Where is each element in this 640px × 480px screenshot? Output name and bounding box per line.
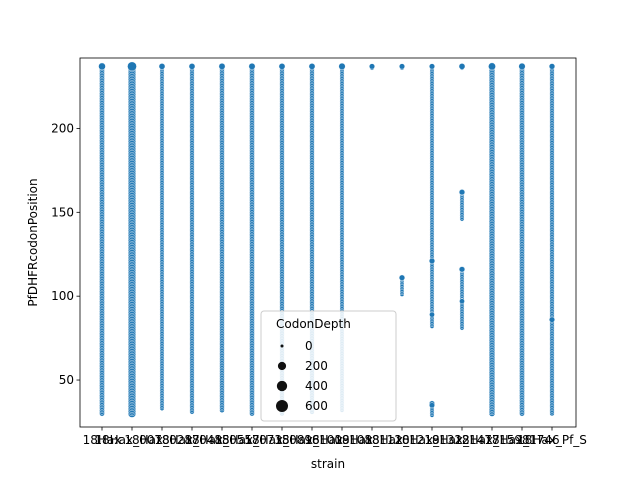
data-point	[308, 63, 316, 70]
data-point	[158, 63, 166, 70]
size-legend: CodonDepth 0 200 400 600	[260, 310, 397, 422]
legend-entry-label: 400	[305, 379, 328, 393]
x-tick-label: 18Hax_Pf_S	[517, 433, 587, 447]
legend-entry-label: 600	[305, 399, 328, 413]
data-point	[218, 63, 226, 70]
data-point	[399, 63, 405, 70]
data-point	[488, 62, 496, 71]
y-tick-label: 50	[59, 373, 74, 387]
legend-entry-label: 0	[305, 339, 313, 353]
y-tick-label: 150	[51, 205, 74, 219]
data-point-highlight	[459, 266, 465, 273]
x-axis-label: strain	[311, 457, 345, 471]
data-point	[548, 63, 556, 70]
data-point-highlight	[429, 402, 435, 409]
data-point	[98, 62, 106, 71]
data-point	[518, 62, 526, 70]
data-point	[127, 61, 137, 72]
data-point-highlight	[428, 257, 436, 264]
data-point-highlight	[549, 316, 555, 323]
data-point	[278, 63, 286, 70]
y-tick-label: 100	[51, 289, 74, 303]
data-point	[369, 63, 375, 70]
y-tick-label: 200	[51, 121, 74, 135]
y-axis-label: PfDHFRcodonPosition	[26, 178, 40, 306]
legend-title: CodonDepth	[276, 317, 351, 331]
data-point	[248, 63, 256, 70]
legend-size-marker	[276, 400, 288, 412]
legend-size-marker	[280, 344, 284, 348]
data-point	[429, 63, 435, 70]
legend-size-marker	[277, 361, 287, 371]
data-point-highlight	[459, 298, 465, 304]
data-point	[458, 63, 466, 70]
data-point-highlight	[459, 189, 465, 196]
data-point	[188, 63, 196, 70]
data-point-highlight	[429, 311, 435, 318]
data-point-highlight	[398, 274, 406, 281]
data-point	[338, 62, 346, 70]
legend-size-marker	[276, 380, 288, 392]
legend-entry-label: 200	[305, 359, 328, 373]
